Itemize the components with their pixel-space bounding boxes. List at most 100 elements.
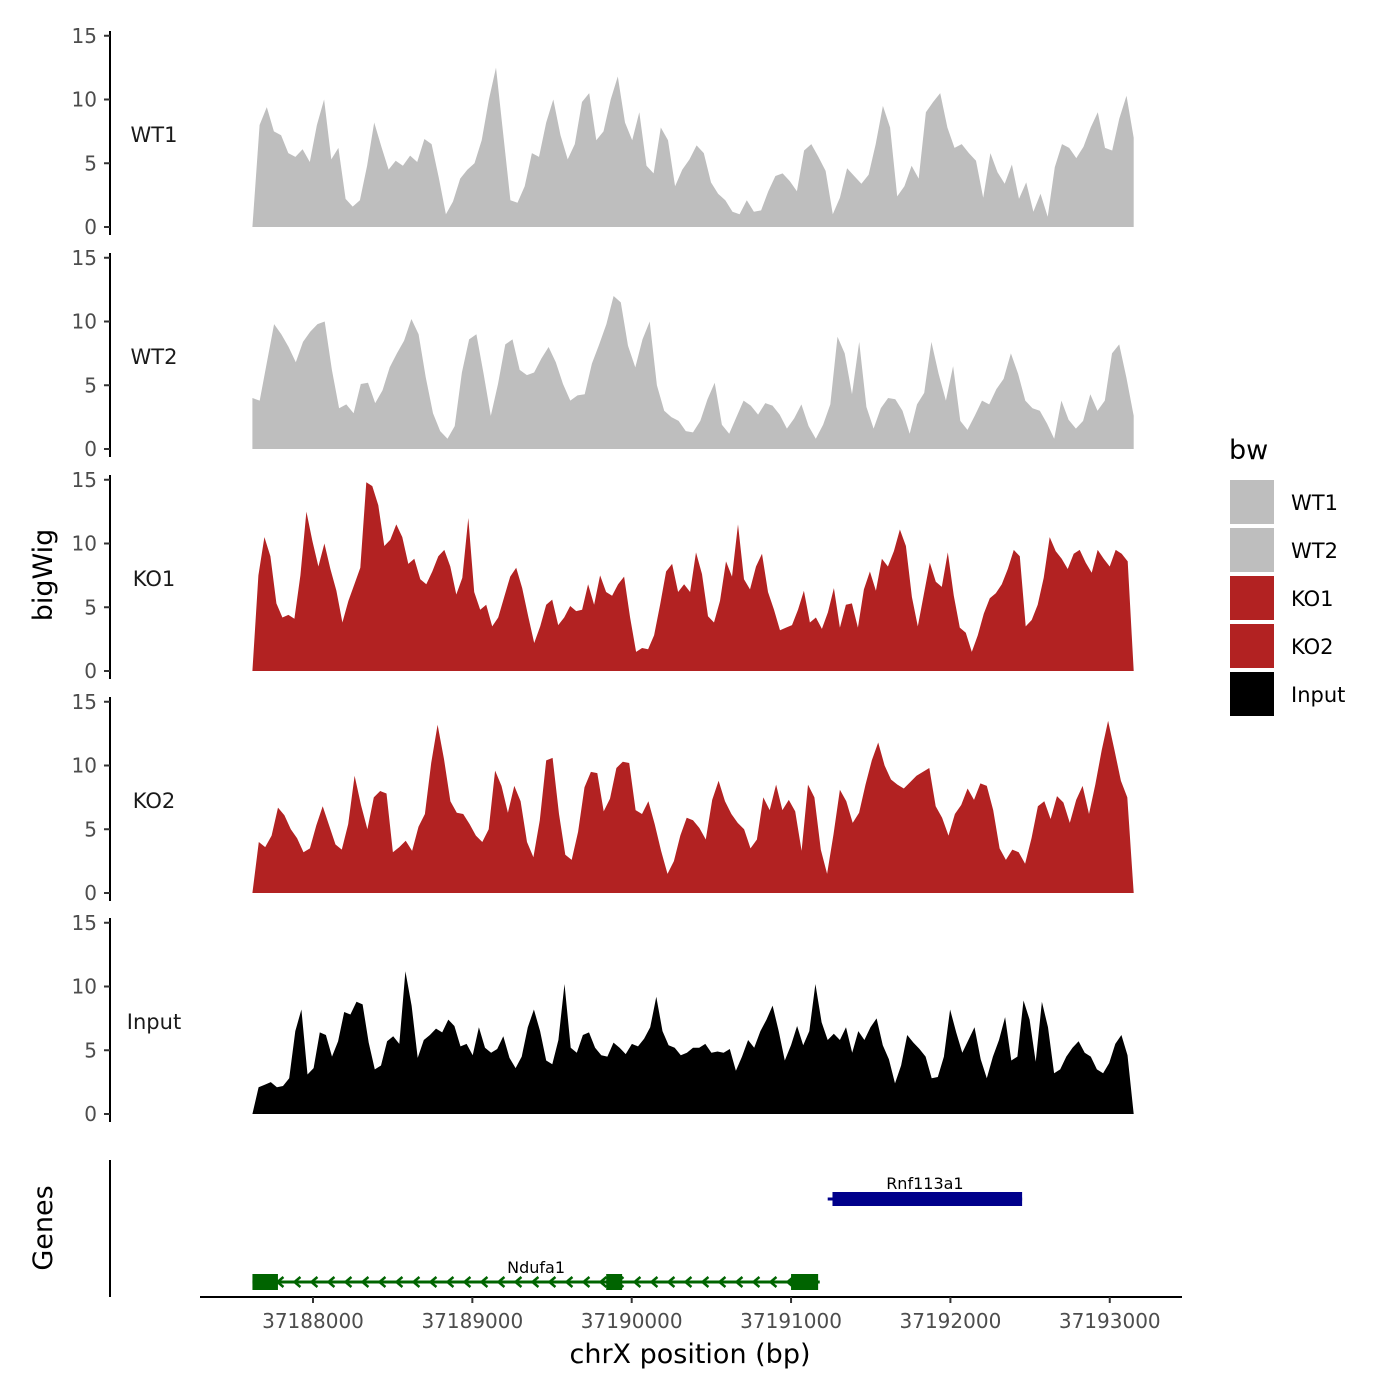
bigwig-tracks: 0 5 10 15 WT1 0 5 10 15 WT2 0 5 10 15 KO1 0 5 10 15 KO2 0 5 10…	[72, 24, 1134, 1126]
track-wt1: 0 5 10 15 WT1	[72, 24, 1134, 239]
strand-arrow	[717, 1276, 727, 1288]
gene-label: Rnf113a1	[886, 1174, 963, 1193]
x-tick-label: 37192000	[900, 1309, 1002, 1333]
strand-arrow	[496, 1276, 506, 1288]
area-input	[252, 971, 1134, 1114]
strand-arrow	[428, 1276, 438, 1288]
track-label: KO1	[133, 567, 176, 591]
y-tick-label: 5	[84, 151, 97, 175]
strand-arrow	[581, 1276, 591, 1288]
track-label: WT1	[131, 123, 178, 147]
x-tick-label: 37191000	[740, 1309, 842, 1333]
legend-item-input: Input	[1230, 672, 1345, 716]
legend-item-wt1: WT1	[1230, 480, 1338, 524]
legend-swatch	[1230, 528, 1274, 572]
gene-exon	[252, 1274, 278, 1290]
x-tick-label: 37189000	[421, 1309, 523, 1333]
legend-label: KO2	[1291, 635, 1334, 659]
strand-arrow	[666, 1276, 676, 1288]
y-tick-label: 0	[84, 437, 97, 461]
y-tick-label: 15	[72, 690, 97, 714]
y-tick-label: 10	[72, 754, 97, 778]
legend-items: WT1 WT2 KO1 KO2 Input	[1230, 480, 1345, 716]
track-input: 0 5 10 15 Input	[72, 911, 1134, 1126]
y-axis-title: bigWig	[28, 529, 59, 622]
y-tick-label: 15	[72, 911, 97, 935]
y-tick-label: 15	[72, 246, 97, 270]
strand-arrow	[377, 1276, 387, 1288]
strand-arrow	[309, 1276, 319, 1288]
area-wt1	[252, 67, 1134, 227]
track-label: WT2	[131, 345, 178, 369]
gene-rnf113a1: Rnf113a1	[827, 1174, 1023, 1206]
y-tick-label: 0	[84, 215, 97, 239]
strand-arrow	[683, 1276, 693, 1288]
gene-exon	[791, 1274, 819, 1290]
gene-exon	[832, 1192, 1023, 1206]
gene-label: Ndufa1	[507, 1258, 565, 1277]
legend-label: Input	[1291, 683, 1345, 707]
x-axis-title: chrX position (bp)	[569, 1339, 810, 1370]
strand-arrow	[513, 1276, 523, 1288]
legend-label: WT2	[1291, 539, 1338, 563]
legend-item-ko1: KO1	[1230, 576, 1334, 620]
strand-arrow	[462, 1276, 472, 1288]
gene-exon	[606, 1274, 623, 1290]
strand-arrow	[564, 1276, 574, 1288]
track-wt2: 0 5 10 15 WT2	[72, 246, 1134, 461]
strand-arrow	[343, 1276, 353, 1288]
legend-item-wt2: WT2	[1230, 528, 1338, 572]
legend-item-ko2: KO2	[1230, 624, 1334, 668]
y-tick-label: 0	[84, 1102, 97, 1126]
track-ko1: 0 5 10 15 KO1	[72, 468, 1134, 683]
strand-arrow	[598, 1276, 608, 1288]
strand-arrow	[547, 1276, 557, 1288]
legend-title: bw	[1229, 435, 1268, 466]
y-tick-label: 15	[72, 24, 97, 48]
strand-arrow	[326, 1276, 336, 1288]
strand-arrow	[292, 1276, 302, 1288]
legend-swatch	[1230, 480, 1274, 524]
legend-label: KO1	[1291, 587, 1334, 611]
strand-arrow	[768, 1276, 778, 1288]
x-axis: 37188000 37189000 37190000 37191000 37192000…	[200, 1296, 1182, 1333]
genes-axis-title: Genes	[28, 1185, 59, 1270]
y-tick-label: 5	[84, 1038, 97, 1062]
y-tick-label: 5	[84, 595, 97, 619]
legend-swatch	[1230, 576, 1274, 620]
strand-arrow	[360, 1276, 370, 1288]
x-axis-ticks: 37188000 37189000 37190000 37191000 37192000…	[262, 1297, 1161, 1333]
strand-arrow	[411, 1276, 421, 1288]
area-wt2	[252, 296, 1134, 449]
y-tick-label: 10	[72, 975, 97, 999]
x-tick-label: 37188000	[262, 1309, 364, 1333]
gene-ndufa1: Ndufa1	[252, 1258, 820, 1290]
y-tick-label: 5	[84, 817, 97, 841]
strand-arrow	[445, 1276, 455, 1288]
strand-arrow	[530, 1276, 540, 1288]
strand-arrow	[751, 1276, 761, 1288]
y-tick-label: 5	[84, 373, 97, 397]
x-tick-label: 37193000	[1059, 1309, 1161, 1333]
strand-arrow	[700, 1276, 710, 1288]
y-tick-label: 10	[72, 88, 97, 112]
strand-arrow	[394, 1276, 404, 1288]
legend-swatch	[1230, 672, 1274, 716]
y-tick-label: 0	[84, 659, 97, 683]
gene-models: Ndufa1 Rnf113a1	[252, 1174, 1023, 1290]
strand-arrow	[734, 1276, 744, 1288]
legend-label: WT1	[1291, 491, 1338, 515]
strand-arrow	[649, 1276, 659, 1288]
legend-swatch	[1230, 624, 1274, 668]
y-tick-label: 0	[84, 881, 97, 905]
y-tick-label: 10	[72, 310, 97, 334]
track-ko2: 0 5 10 15 KO2	[72, 690, 1134, 905]
y-tick-label: 10	[72, 532, 97, 556]
x-tick-label: 37190000	[581, 1309, 683, 1333]
track-label: Input	[127, 1010, 181, 1034]
area-ko1	[252, 482, 1134, 671]
track-label: KO2	[133, 789, 176, 813]
legend: bw WT1 WT2 KO1 KO2 Input	[1229, 435, 1345, 716]
strand-arrow	[632, 1276, 642, 1288]
